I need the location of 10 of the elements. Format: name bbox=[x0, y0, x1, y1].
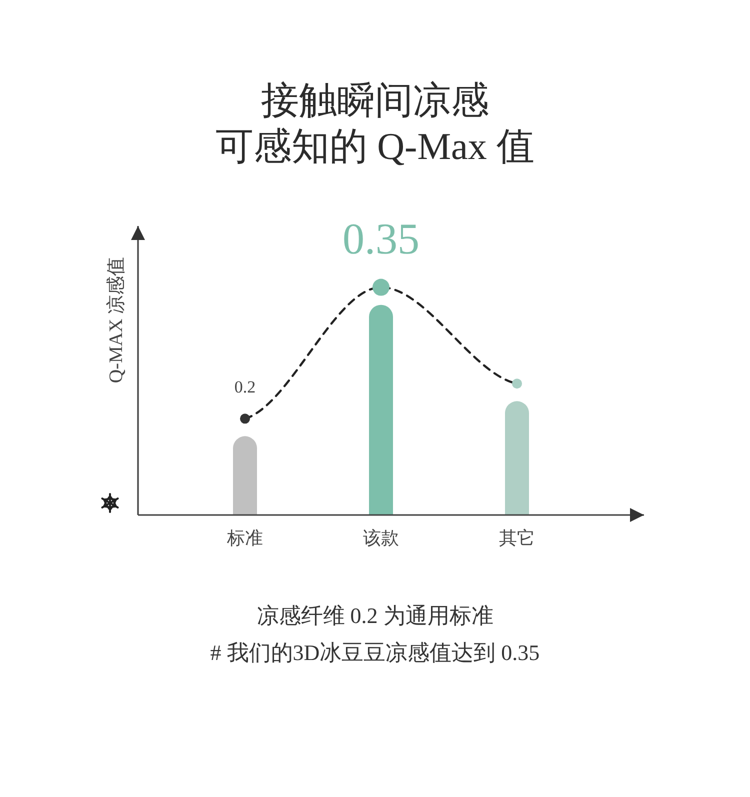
chart-title: 接触瞬间凉感 bbox=[261, 80, 489, 122]
y-axis-title: Q-MAX 凉感值 bbox=[105, 256, 127, 384]
chart-subtitle: 可感知的 Q-Max 值 bbox=[216, 126, 534, 168]
text: # 我们的3D冰豆豆凉感值达到 0.35 bbox=[210, 640, 540, 665]
data-label: 0.35 bbox=[342, 214, 420, 264]
data-label: 0.2 bbox=[234, 378, 256, 397]
text: 凉感纤维 0.2 为通用标准 bbox=[256, 603, 494, 628]
x-tick-label: 标准 bbox=[226, 528, 263, 548]
x-tick-label: 该款 bbox=[363, 528, 399, 548]
x-tick-label: 其它 bbox=[499, 528, 535, 548]
